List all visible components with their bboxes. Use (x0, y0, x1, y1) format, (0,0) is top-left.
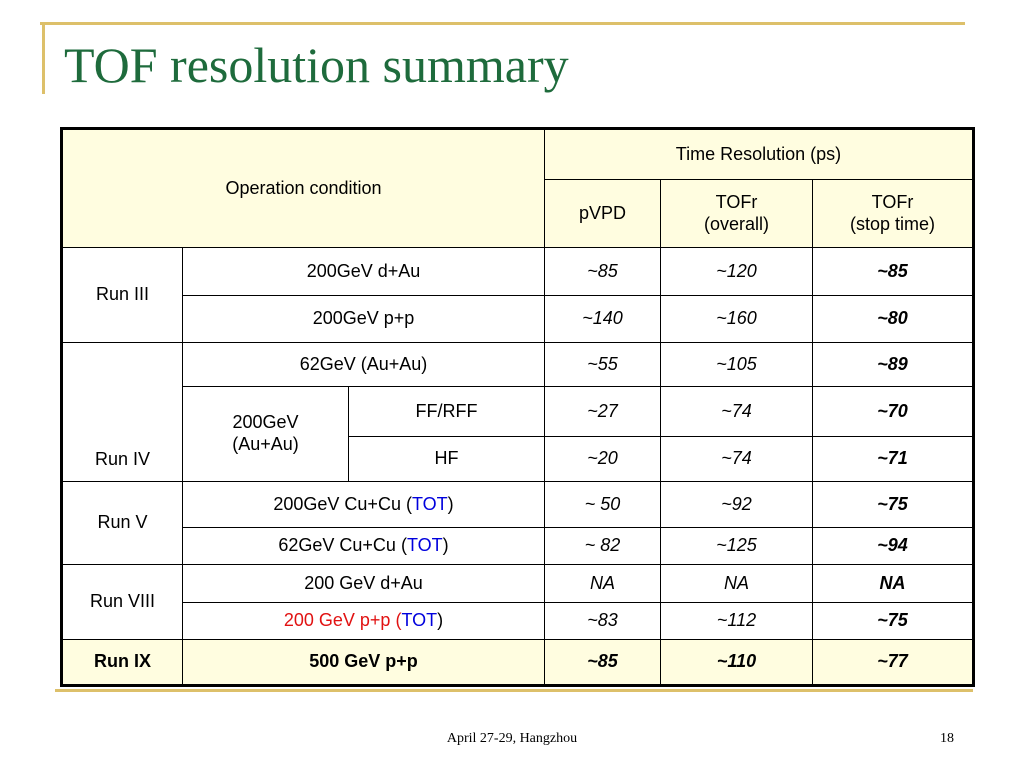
condition-text: 200 GeV p+p ( (283, 610, 402, 631)
tofr-stop-value: ~75 (812, 481, 974, 528)
tofr-overall-value: ~74 (660, 386, 813, 437)
table-row: Run IV 62GeV (Au+Au) ~55 ~105 ~89 (61, 342, 974, 482)
table-row: Run V 200GeV Cu+Cu (TOT) ~ 50 ~92 ~75 (61, 481, 974, 565)
pvpd-value: ~55 (544, 342, 661, 387)
tot-label: TOT (406, 535, 443, 556)
tofr-overall-value: ~125 (660, 527, 813, 565)
tofr-overall-value: NA (660, 564, 813, 603)
pvpd-value: NA (544, 564, 661, 603)
table-row: HF ~20 ~74 ~71 (62, 436, 974, 482)
page-number: 18 (940, 731, 954, 746)
tofr-stop-value: ~80 (812, 295, 974, 343)
tofr-stop-value: ~89 (812, 342, 974, 387)
condition-cell: 500 GeV p+p (182, 639, 545, 686)
condition-close: ) (447, 493, 454, 514)
condition-line1: 200GeV (232, 412, 299, 433)
tot-label: TOT (411, 493, 448, 514)
run-v-label: Run V (61, 481, 183, 565)
tofr-overall-line1: TOFr (715, 191, 758, 212)
tofr-overall-value: ~160 (660, 295, 813, 343)
condition-cell: 200 GeV d+Au (182, 564, 545, 603)
frame-bottom-line (55, 689, 973, 692)
table-row: Run III 200GeV d+Au ~85 ~120 ~85 (61, 247, 974, 343)
condition-cell: 200 GeV p+p (TOT) (182, 602, 545, 640)
table-row: 200GeV p+p ~140 ~160 ~80 (62, 295, 974, 343)
trigger-cell-ff-rff: FF/RFF (348, 386, 545, 437)
condition-cell: 62GeV Cu+Cu (TOT) (182, 527, 545, 565)
table-row: Run VIII 200 GeV d+Au NA NA NA (61, 564, 974, 640)
time-resolution-header: Time Resolution (ps) (544, 128, 974, 180)
pvpd-value: ~85 (544, 639, 661, 686)
frame-top-line (40, 22, 965, 25)
pvpd-header: pVPD (544, 179, 661, 248)
pvpd-value: ~20 (544, 436, 661, 482)
pvpd-value: ~ 82 (544, 527, 661, 565)
tofr-overall-value: ~112 (660, 602, 813, 640)
run-iii-label: Run III (61, 247, 183, 343)
pvpd-value: ~140 (544, 295, 661, 343)
pvpd-value: ~83 (544, 602, 661, 640)
condition-close: ) (442, 535, 449, 556)
tofr-stop-value: ~94 (812, 527, 974, 565)
trigger-cell-hf: HF (348, 436, 545, 482)
operation-condition-header: Operation condition (61, 128, 545, 248)
run-ix-label: Run IX (61, 639, 183, 686)
tofr-stop-value: NA (812, 564, 974, 603)
tofr-overall-value: ~74 (660, 436, 813, 482)
tofr-overall-value: ~105 (660, 342, 813, 387)
footer-text: April 27-29, Hangzhou (446, 731, 578, 746)
condition-cell: 200GeV Cu+Cu (TOT) (182, 481, 545, 528)
header-row-1: Operation condition Time Resolution (ps) (61, 128, 974, 248)
tofr-stop-line1: TOFr (871, 191, 914, 212)
tofr-stop-value: ~70 (812, 386, 974, 437)
table-row: Run IX 500 GeV p+p ~85 ~110 ~77 (61, 639, 974, 686)
tot-label: TOT (401, 610, 438, 631)
resolution-table: Operation condition Time Resolution (ps)… (60, 127, 975, 687)
table-row: 62GeV Cu+Cu (TOT) ~ 82 ~125 ~94 (62, 527, 974, 565)
condition-cell: 62GeV (Au+Au) (182, 342, 545, 387)
condition-text: 200GeV Cu+Cu ( (273, 493, 412, 514)
tofr-overall-value: ~92 (660, 481, 813, 528)
tofr-stop-value: ~85 (812, 247, 974, 296)
tofr-stop-value: ~77 (812, 639, 974, 686)
tofr-stop-value: ~71 (812, 436, 974, 482)
pvpd-value: ~85 (544, 247, 661, 296)
condition-close: ) (437, 610, 444, 631)
condition-cell: 200GeV d+Au (182, 247, 545, 296)
tofr-overall-line2: (overall) (703, 213, 769, 234)
condition-line2: (Au+Au) (232, 434, 299, 454)
tofr-overall-value: ~120 (660, 247, 813, 296)
condition-cell-au-au: 200GeV (Au+Au) (182, 386, 349, 482)
run-viii-label: Run VIII (61, 564, 183, 640)
table-row: 200 GeV p+p (TOT) ~83 ~112 ~75 (62, 602, 974, 640)
tofr-overall-header: TOFr (overall) (660, 179, 813, 248)
tofr-stop-header: TOFr (stop time) (812, 179, 974, 248)
table-row: 200GeV (Au+Au) FF/RFF ~27 ~74 ~70 (62, 386, 974, 482)
header-row-2: pVPD TOFr (overall) TOFr (stop time) (62, 179, 974, 248)
condition-text: 62GeV Cu+Cu ( (278, 535, 407, 556)
condition-cell: 200GeV p+p (182, 295, 545, 343)
slide-title: TOF resolution summary (64, 37, 569, 93)
pvpd-value: ~27 (544, 386, 661, 437)
pvpd-value: ~ 50 (544, 481, 661, 528)
tofr-stop-line2: (stop time) (849, 213, 936, 234)
run-iv-label: Run IV (61, 342, 183, 482)
tofr-stop-value: ~75 (812, 602, 974, 640)
frame-left-line (42, 22, 45, 94)
tofr-overall-value: ~110 (660, 639, 813, 686)
